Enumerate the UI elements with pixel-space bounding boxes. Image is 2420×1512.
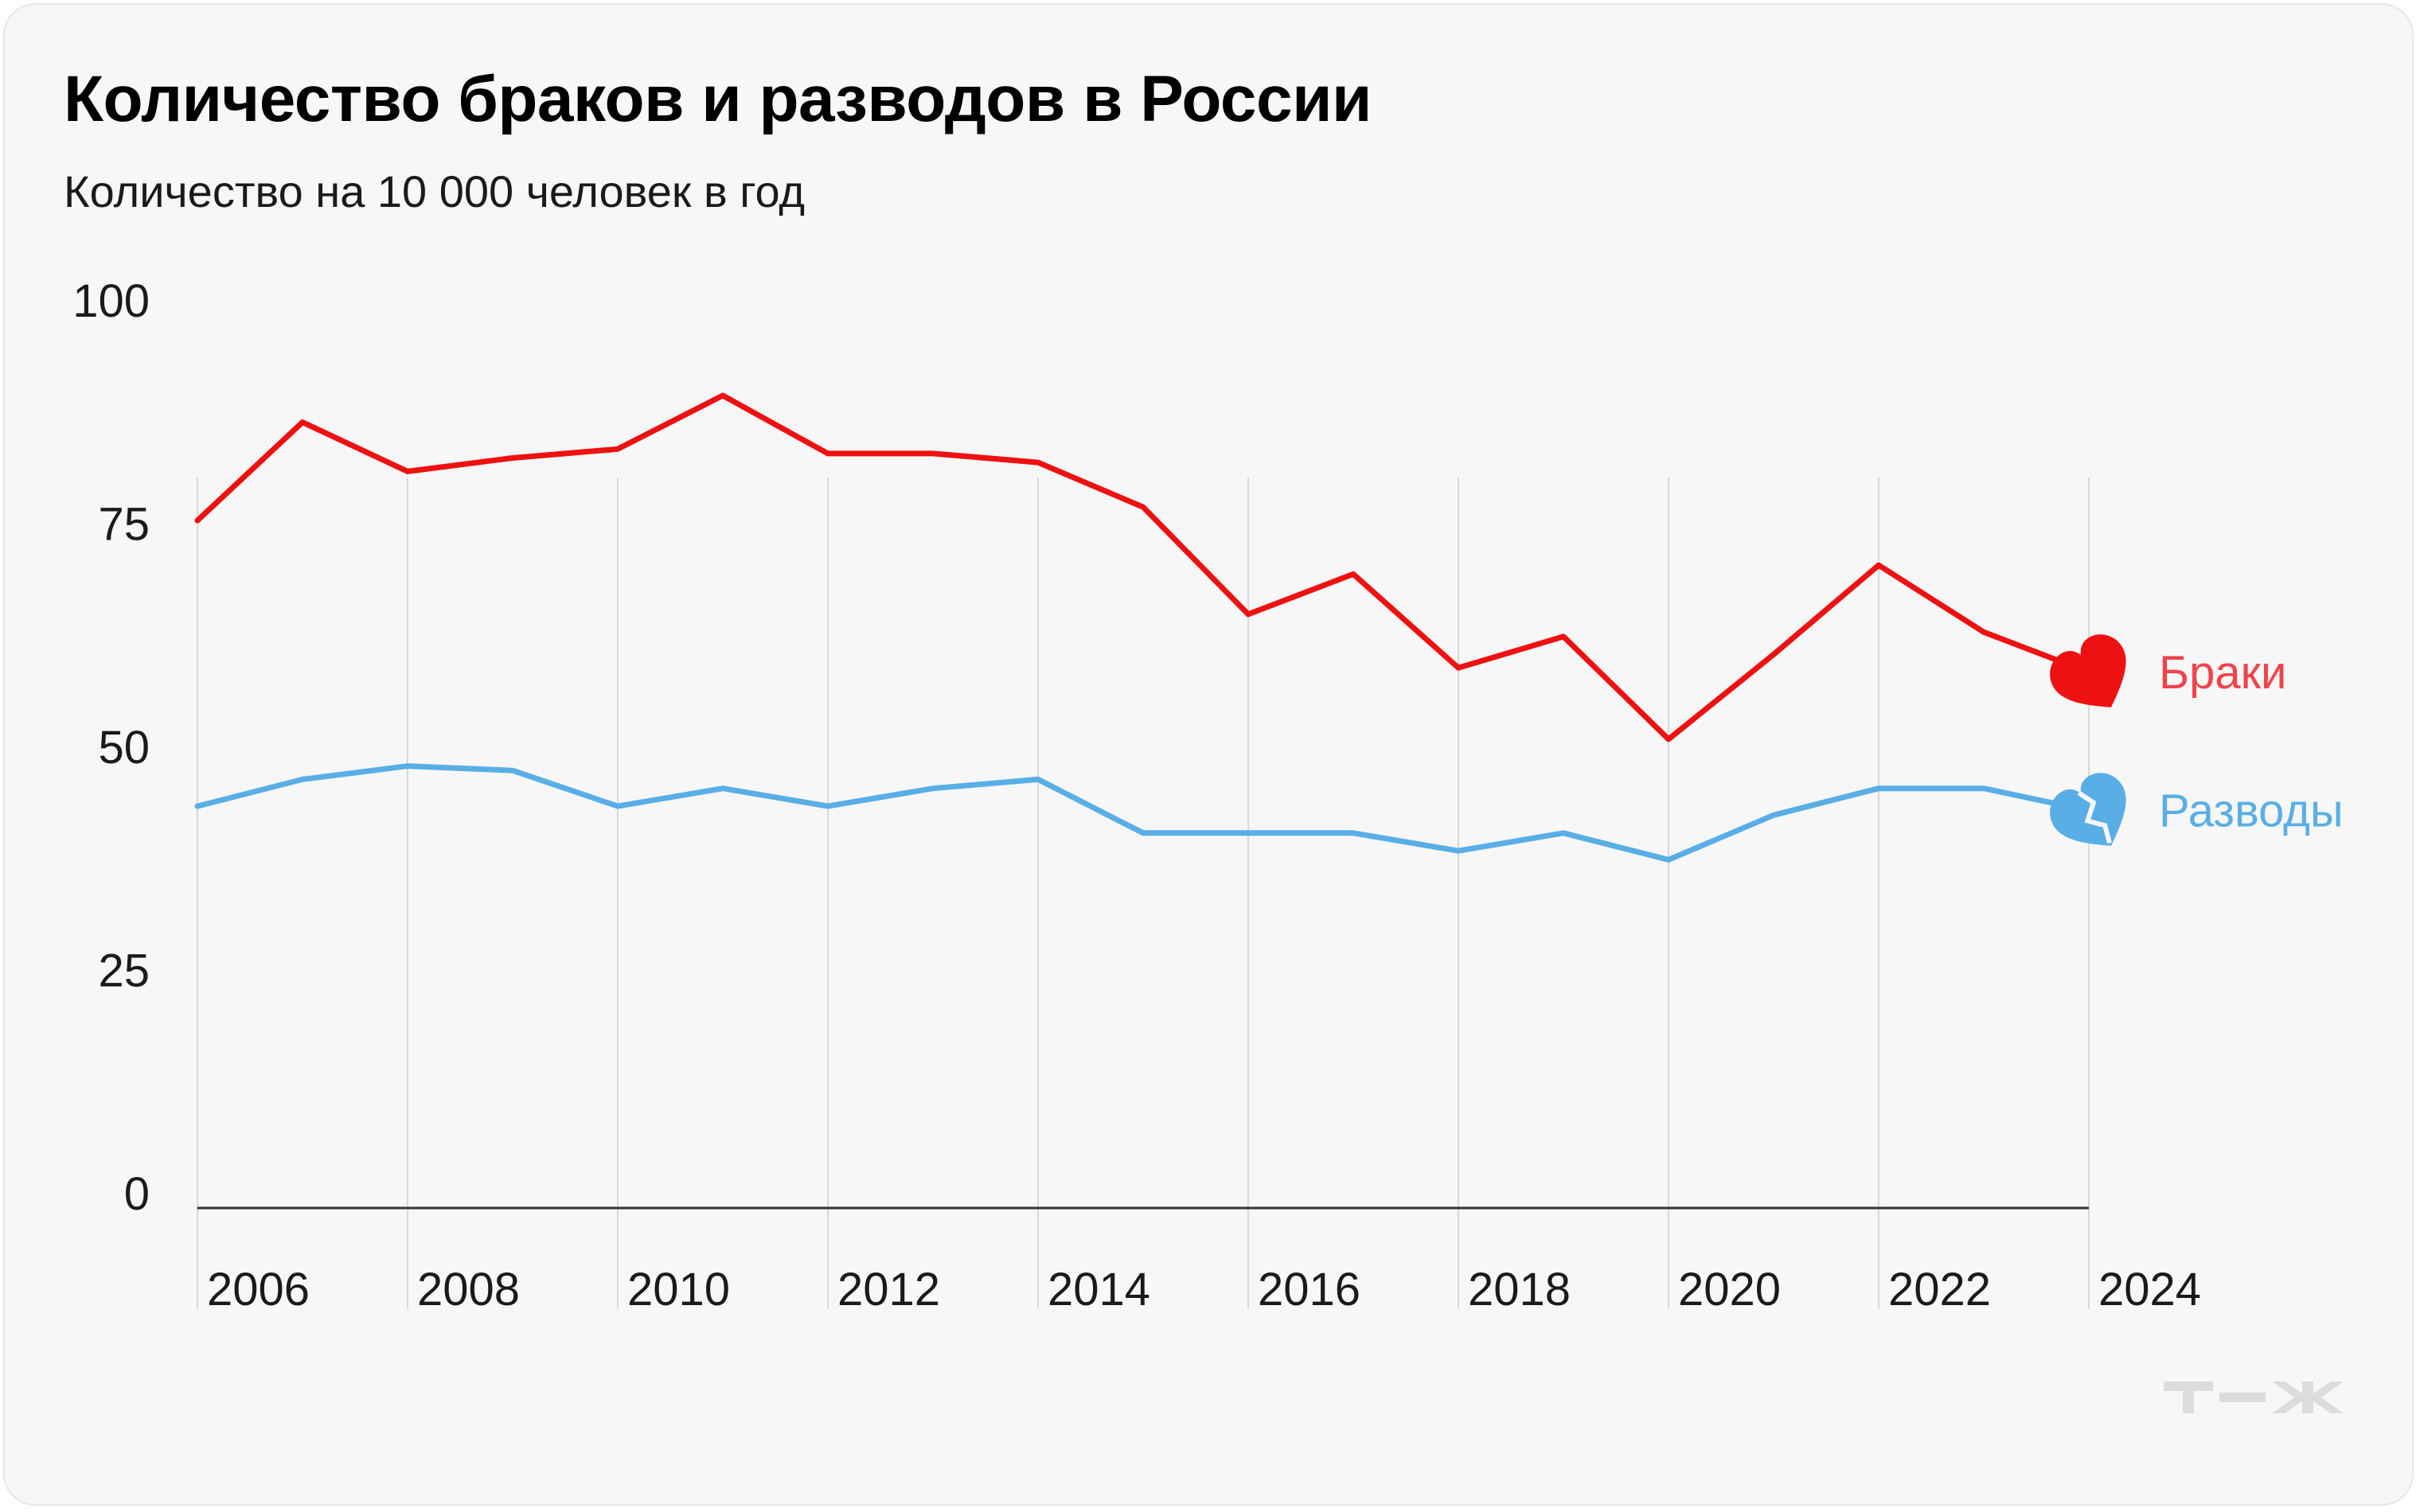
series-label-divorces: Разводы bbox=[2159, 785, 2344, 837]
heart-icon bbox=[2050, 634, 2126, 707]
chart-subtitle: Количество на 10 000 человек в год bbox=[64, 166, 806, 216]
broken-heart-icon bbox=[2050, 773, 2126, 846]
x-tick-label: 2020 bbox=[1678, 1264, 1781, 1315]
series-labels: Браки Разводы bbox=[2050, 634, 2344, 846]
x-tick-label: 2012 bbox=[837, 1264, 940, 1315]
x-tick-label: 2008 bbox=[417, 1264, 520, 1315]
y-tick-label: 75 bbox=[98, 499, 150, 551]
x-tick-label: 2022 bbox=[1888, 1264, 1991, 1315]
x-tick-label: 2014 bbox=[1048, 1264, 1150, 1315]
chart-card bbox=[3, 3, 2414, 1506]
axes: 2006 2008 2010 2012 2014 2016 2018 2020 2022 2024… bbox=[72, 275, 2201, 1315]
series-lines bbox=[194, 392, 2092, 863]
series-label-marriages: Браки bbox=[2159, 647, 2286, 699]
y-tick-label: 50 bbox=[98, 722, 150, 774]
y-tick-label: 0 bbox=[124, 1168, 150, 1220]
x-tick-label: 2016 bbox=[1258, 1264, 1360, 1315]
y-tick-label: 25 bbox=[98, 945, 150, 997]
x-tick-label: 2018 bbox=[1468, 1264, 1571, 1315]
chart-title: Количество браков и разводов в России bbox=[64, 63, 1372, 135]
grid-lines bbox=[197, 477, 2090, 1309]
y-tick-label: 100 bbox=[72, 275, 150, 327]
series-line-marriages bbox=[194, 392, 2092, 742]
x-tick-label: 2006 bbox=[207, 1264, 310, 1315]
tzh-logo-icon bbox=[2164, 1381, 2344, 1413]
x-tick-label: 2010 bbox=[627, 1264, 730, 1315]
x-tick-label: 2024 bbox=[2098, 1264, 2201, 1315]
series-line-divorces bbox=[194, 763, 2092, 863]
